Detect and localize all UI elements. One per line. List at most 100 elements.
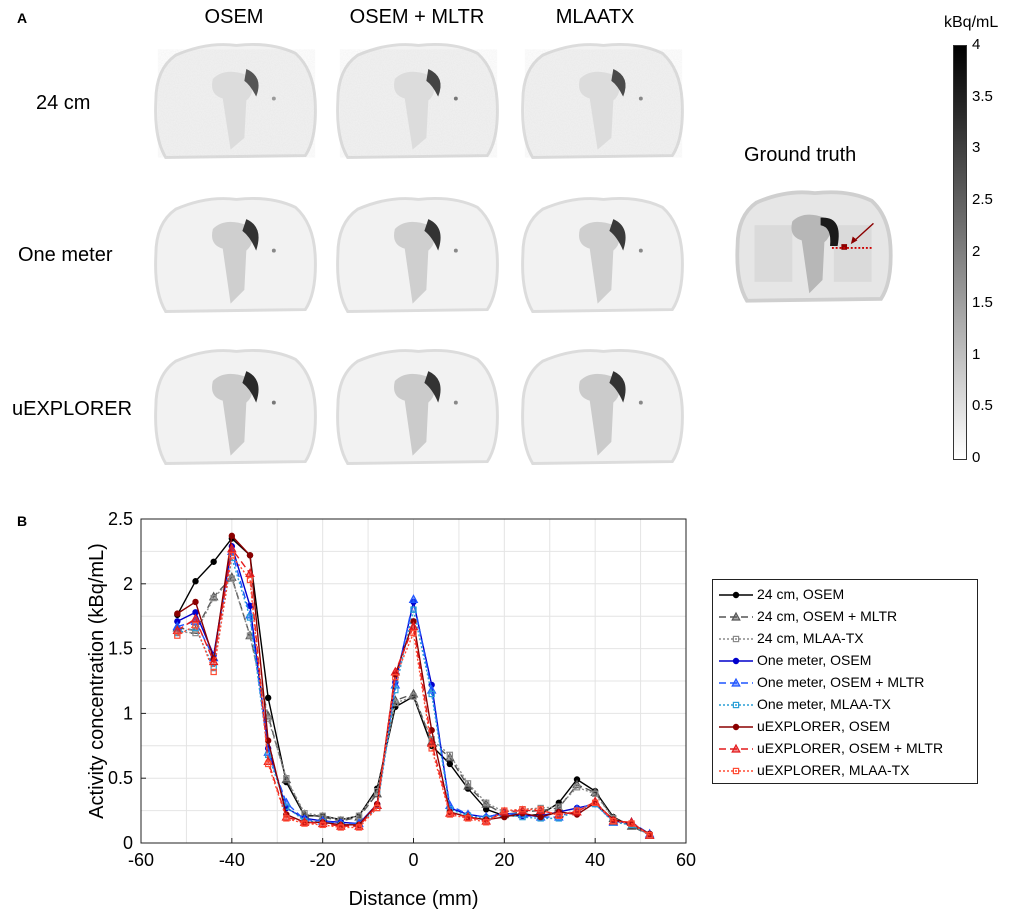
colorbar-tick: 1.5 (972, 294, 993, 312)
colorbar (953, 45, 967, 460)
data-point (408, 594, 419, 603)
legend-item: uEXPLORER, OSEM (713, 717, 979, 737)
legend-label: One meter, OSEM (757, 652, 872, 668)
column-header-mlaatx: MLAATX (555, 6, 635, 28)
data-point (228, 575, 236, 582)
x-tick-label: -20 (310, 850, 336, 870)
data-point (319, 821, 326, 829)
legend-item: uEXPLORER, MLAA-TX (713, 761, 979, 781)
data-point (283, 774, 290, 782)
legend-label: uEXPLORER, OSEM (757, 718, 891, 734)
data-point (192, 622, 199, 629)
data-point (554, 809, 564, 819)
legend-marker (732, 591, 740, 599)
legend-item: One meter, OSEM + MLTR (713, 673, 979, 693)
data-point (210, 594, 217, 602)
legend-swatch (719, 701, 753, 709)
data-point (246, 552, 254, 559)
colorbar-unit: kBq/mL (944, 14, 999, 31)
data-point (481, 815, 491, 825)
series-line (177, 577, 651, 836)
y-tick-label: 2.5 (108, 509, 133, 529)
data-point (646, 832, 653, 839)
data-point (590, 796, 600, 806)
y-tick-label: 2 (123, 574, 133, 594)
data-point (464, 815, 472, 822)
x-tick-label: 60 (676, 850, 696, 870)
data-point (537, 813, 544, 821)
x-axis-label: Distance (mm) (348, 888, 478, 910)
legend-label: One meter, OSEM + MLTR (757, 674, 925, 690)
legend-marker (732, 701, 740, 709)
data-point (228, 532, 236, 540)
x-tick-label: 20 (494, 850, 514, 870)
legend-swatch (719, 657, 753, 665)
column-header-osem: OSEM (204, 6, 264, 28)
series-9 (174, 552, 653, 839)
colorbar-tick: 4 (972, 36, 981, 53)
legend-label: One meter, MLAA-TX (757, 696, 891, 712)
series-line (176, 553, 651, 836)
legend-swatch (719, 591, 753, 599)
data-point (228, 552, 236, 559)
data-point (336, 820, 346, 830)
legend-label: uEXPLORER, OSEM + MLTR (757, 740, 944, 756)
data-point (519, 806, 526, 813)
data-point (408, 621, 419, 631)
data-point (210, 558, 217, 565)
row-header-uexplorer: uEXPLORER (12, 398, 133, 420)
legend-swatch (719, 723, 753, 731)
scan-24cm-osem (154, 42, 317, 159)
data-point (190, 613, 201, 623)
legend-item: 24 cm, MLAA-TX (713, 629, 979, 649)
data-point (555, 812, 563, 819)
ground-truth-phantom (735, 190, 893, 303)
x-tick-label: 40 (585, 850, 605, 870)
data-point (591, 799, 599, 807)
legend-item: 24 cm, OSEM (713, 585, 979, 605)
y-tick-label: 0.5 (108, 768, 133, 788)
data-point (192, 598, 199, 606)
row-header-24cm: 24 cm (36, 92, 91, 114)
legend-label: uEXPLORER, MLAA-TX (757, 762, 910, 778)
data-point (428, 690, 435, 698)
legend-marker (731, 743, 741, 753)
legend-item: One meter, MLAA-TX (713, 695, 979, 715)
data-point (337, 824, 345, 831)
legend-marker (731, 611, 741, 621)
data-point (174, 632, 181, 639)
legend-label: 24 cm, OSEM (757, 586, 845, 602)
legend-swatch (719, 767, 753, 775)
colorbar-tick: 0 (972, 449, 981, 466)
legend-label: 24 cm, MLAA-TX (757, 630, 864, 646)
data-point (626, 817, 637, 826)
data-point (245, 568, 255, 578)
y-tick-label: 1.5 (108, 639, 133, 659)
data-point (174, 610, 181, 617)
data-point (264, 760, 272, 768)
x-tick-label: -40 (219, 850, 245, 870)
data-point (246, 576, 254, 584)
data-point (410, 606, 417, 613)
colorbar-tick: 2.5 (972, 190, 993, 208)
colorbar-tick: 3 (972, 139, 981, 157)
chart-legend: 24 cm, OSEM 24 cm, OSEM + MLTR 24 cm, MLAA… (712, 579, 978, 784)
data-point (482, 799, 490, 807)
scan-uexplorer-osem (154, 348, 317, 465)
data-point (410, 629, 417, 637)
row-header-one-meter: One meter (18, 244, 113, 266)
data-point (537, 806, 544, 813)
data-point (301, 820, 308, 827)
data-point (610, 817, 617, 825)
ground-truth-label: Ground truth (744, 144, 857, 166)
y-tick-label: 1 (123, 703, 133, 723)
panel-a-label: A (17, 10, 28, 26)
data-point (299, 817, 310, 826)
data-point (428, 745, 435, 752)
column-header-osem-mltr: OSEM + MLTR (349, 6, 485, 28)
legend-marker (731, 677, 741, 687)
data-point (192, 578, 199, 585)
legend-marker (732, 635, 740, 643)
legend-item: 24 cm, OSEM + MLTR (713, 607, 979, 627)
